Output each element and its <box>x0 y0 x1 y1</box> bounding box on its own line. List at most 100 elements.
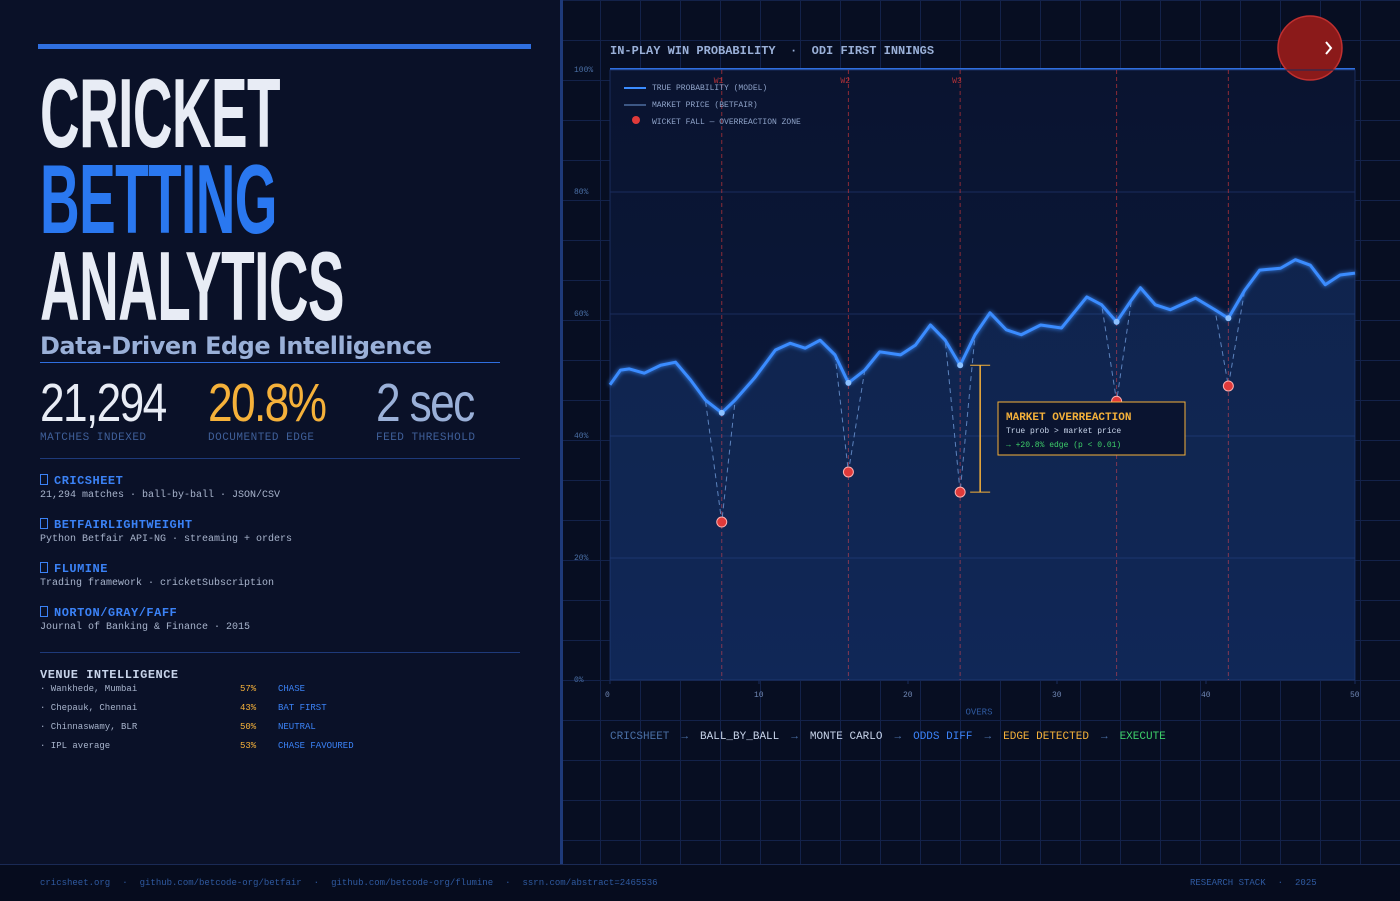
divider <box>40 652 520 653</box>
source-name-text: BETFAIRLIGHTWEIGHT <box>54 518 193 532</box>
wicket-market-point <box>842 466 854 478</box>
pipeline-arrow: → <box>1100 731 1108 743</box>
left-panel: CRICKET BETTING ANALYTICS Data-Driven Ed… <box>0 0 563 864</box>
stat-label: DOCUMENTED EDGE <box>208 432 315 444</box>
x-tick-label: 40 <box>1201 691 1211 700</box>
source-detail: 21,294 matches · ball-by-ball · JSON/CSV <box>40 490 281 501</box>
wicket-label: W3 <box>952 77 962 86</box>
title-line: ANALYTICS <box>40 231 345 341</box>
stat-value: 21,294 <box>40 373 167 433</box>
plot-area <box>609 69 1356 681</box>
venue-pct: 50% <box>240 722 257 732</box>
pipeline-step: ODDS DIFF <box>913 731 973 743</box>
source-name: BETFAIRLIGHTWEIGHT <box>40 518 193 532</box>
y-tick-label: 20% <box>574 554 589 563</box>
source-detail: Trading framework · cricketSubscription <box>40 578 275 589</box>
pipeline-step: MONTE CARLO <box>809 731 883 743</box>
title-line: CRICKET <box>40 58 281 168</box>
pipeline-arrow: → <box>984 731 992 743</box>
source-name-text: FLUMINE <box>54 562 108 576</box>
source-detail: Python Betfair API-NG · streaming + orde… <box>40 534 293 545</box>
source-icon <box>40 562 48 573</box>
venue-name: · Wankhede, Mumbai <box>40 684 138 694</box>
probability-area <box>610 259 1355 680</box>
source-detail: Journal of Banking & Finance · 2015 <box>40 622 251 633</box>
pipeline: CRICSHEET → BALL_BY_BALL → MONTE CARLO → ODDS … <box>610 731 1166 743</box>
wicket-market-point <box>716 516 728 528</box>
chart-title: IN-PLAY WIN PROBABILITY · ODI FIRST INNI… <box>610 44 934 58</box>
footer-separator: · <box>505 878 511 888</box>
nav-button[interactable] <box>1277 15 1343 81</box>
y-tick-label: 80% <box>574 188 589 197</box>
nav-button-icon[interactable] <box>1325 41 1333 55</box>
source-icon <box>40 518 48 529</box>
nav-button-circle[interactable] <box>1277 15 1343 81</box>
pipeline-arrow: → <box>894 731 902 743</box>
annotation-line: True prob > market price <box>1006 427 1121 436</box>
venue-name: · Chinnaswamy, BLR <box>40 722 138 732</box>
legend-swatch <box>632 116 640 124</box>
footer-separator: · <box>1277 878 1284 888</box>
subtitle: Data-Driven Edge Intelligence <box>40 332 432 360</box>
y-tick-label: 100% <box>574 66 593 75</box>
venue-call: CHASE FAVOURED <box>278 741 354 751</box>
stat-value: 20.8% <box>208 373 327 433</box>
x-tick-label: 50 <box>1350 691 1360 700</box>
chart: IN-PLAY WIN PROBABILITY · ODI FIRST INNI… <box>574 15 1360 717</box>
stat-label: MATCHES INDEXED <box>40 432 147 444</box>
source-name: NORTON/GRAY/FAFF <box>40 606 177 620</box>
true-probability-point <box>1225 315 1232 322</box>
x-tick-label: 30 <box>1052 691 1062 700</box>
divider <box>40 458 520 459</box>
footer-meta: RESEARCH STACK · 2025 <box>1190 878 1317 888</box>
pipeline-step: EXECUTE <box>1119 731 1166 743</box>
y-tick-label: 60% <box>574 310 589 319</box>
source-name-text: CRICSHEET <box>54 474 124 488</box>
venue-title: VENUE INTELLIGENCE <box>40 668 179 682</box>
wicket-market-point <box>1222 380 1234 392</box>
annotation-line: → +20.8% edge (p < 0.01) <box>1006 441 1121 450</box>
venue-call: NEUTRAL <box>278 722 316 732</box>
footer-links: cricsheet.org · github.com/betcode-org/bet… <box>40 878 658 888</box>
venue-name: · IPL average <box>40 741 111 751</box>
stat-value: 2 sec <box>376 373 475 433</box>
pipeline-arrow: → <box>681 731 689 743</box>
divider <box>40 362 500 363</box>
title-line: BETTING <box>40 144 277 254</box>
footer-link: ssrn.com/abstract=2465536 <box>522 878 658 888</box>
true-probability-point <box>1113 318 1120 325</box>
source-name: CRICSHEET <box>40 474 123 488</box>
footer-link: github.com/betcode-org/flumine <box>331 878 494 888</box>
market-price-line <box>609 259 1356 523</box>
footer-separator: · <box>313 878 320 888</box>
accent-bar <box>38 44 531 49</box>
footer-link: github.com/betcode-org/betfair <box>139 878 302 888</box>
venue-pct: 57% <box>240 684 257 694</box>
wicket-label: W1 <box>714 77 724 86</box>
annotation-box <box>997 401 1186 456</box>
footer-link: cricsheet.org <box>40 878 111 888</box>
venue-call: CHASE <box>278 684 306 694</box>
venue-name: · Chepauk, Chennai <box>40 703 138 713</box>
x-tick-label: 20 <box>903 691 913 700</box>
pipeline-arrow: → <box>791 731 798 743</box>
stat-label: FEED THRESHOLD <box>376 432 476 444</box>
venue-pct: 43% <box>240 703 257 713</box>
x-axis-label: OVERS <box>965 707 992 717</box>
y-tick-label: 0% <box>574 676 584 685</box>
source-name-text: NORTON/GRAY/FAFF <box>54 606 178 620</box>
legend-label: MARKET PRICE (BETFAIR) <box>652 101 758 110</box>
source-icon <box>40 474 48 485</box>
footer-meta-item: RESEARCH STACK <box>1190 878 1266 888</box>
y-tick-label: 40% <box>574 432 589 441</box>
footer-meta-item: 2025 <box>1295 878 1317 888</box>
true-probability-line <box>608 258 1356 415</box>
footer-separator: · <box>122 878 128 888</box>
source-name: FLUMINE <box>40 562 108 576</box>
venue-call: BAT FIRST <box>278 703 327 713</box>
pipeline-step: CRICSHEET <box>610 731 670 743</box>
true-probability-point <box>957 362 964 369</box>
true-probability-point <box>845 379 852 386</box>
